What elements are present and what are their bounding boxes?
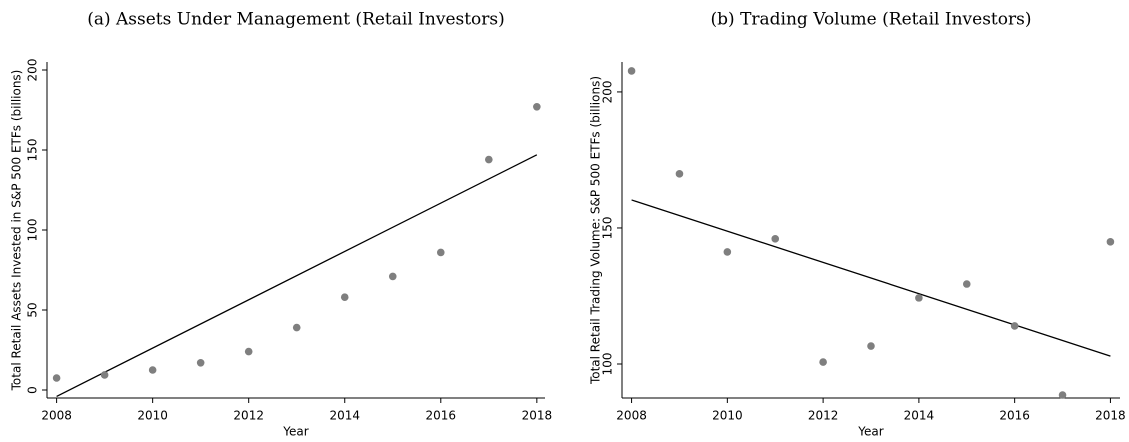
x-tick-label: 2008 (616, 409, 647, 423)
fit-line (631, 199, 1111, 357)
x-tick-label: 2012 (233, 409, 264, 423)
y-tick-label: 100 (26, 219, 40, 242)
point (292, 323, 301, 332)
y-axis-label: Total Retail Assets Invested in S&P 500 … (10, 70, 24, 392)
point (1010, 322, 1019, 330)
chart-title: (a) Assets Under Management (Retail Inve… (87, 10, 505, 30)
point (1106, 238, 1115, 246)
point (915, 294, 923, 302)
point (867, 342, 875, 350)
y-tick-label: 200 (601, 80, 615, 103)
x-tick-label: 2018 (1095, 409, 1126, 423)
point (962, 280, 971, 288)
point (485, 155, 493, 164)
chart-title: (b) Trading Volume (Retail Investors) (711, 10, 1032, 30)
y-tick-label: 150 (26, 139, 40, 162)
x-axis-label: Year (282, 425, 308, 439)
fit-line (56, 154, 538, 397)
point (388, 272, 397, 281)
y-tick-label: 0 (26, 386, 40, 394)
point (148, 366, 157, 374)
point (196, 359, 205, 367)
point (1058, 391, 1067, 399)
point (627, 67, 636, 75)
y-tick-label: 50 (26, 302, 40, 317)
y-tick-label: 150 (601, 217, 615, 240)
y-tick-label: 200 (26, 59, 40, 82)
x-tick-label: 2016 (426, 409, 457, 423)
x-tick-label: 2012 (808, 409, 839, 423)
x-tick-label: 2014 (904, 409, 935, 423)
point (819, 358, 827, 366)
x-tick-label: 2010 (137, 409, 168, 423)
x-tick-label: 2010 (712, 409, 743, 423)
y-tick-label: 100 (601, 353, 615, 376)
point (244, 347, 253, 356)
point (771, 235, 780, 243)
point (100, 371, 109, 379)
x-tick-label: 2014 (329, 409, 360, 423)
point (533, 103, 541, 111)
point (52, 374, 61, 382)
point (436, 248, 445, 257)
x-tick-label: 2016 (999, 409, 1030, 423)
x-tick-label: 2008 (41, 409, 72, 423)
y-axis-label: Total Retail Trading Volume: S&P 500 ETF… (589, 76, 603, 385)
x-axis-label: Year (857, 425, 883, 439)
point (675, 170, 684, 178)
point (723, 248, 732, 256)
x-tick-label: 2018 (522, 409, 553, 423)
point (340, 293, 349, 302)
